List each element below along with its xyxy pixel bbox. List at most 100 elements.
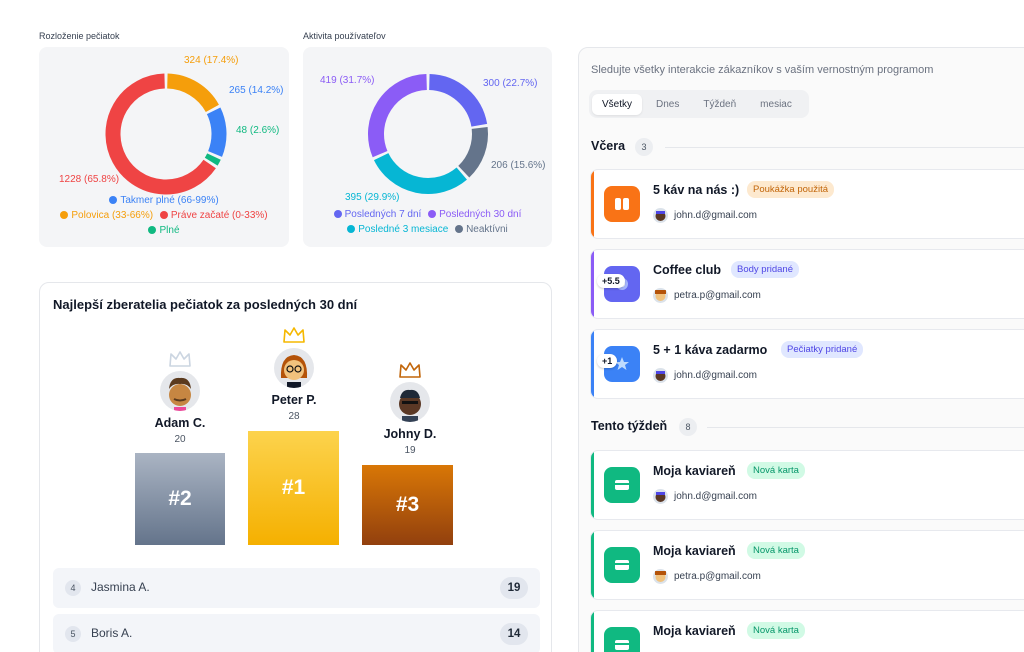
item-accent-bar — [591, 250, 594, 318]
podium-block-1: #1 — [248, 431, 339, 545]
points-badge: +5.5 — [597, 274, 625, 288]
user-activity-chart-card: 300 (22.7%) 419 (31.7%) 395 (29.9%) 206 … — [303, 47, 552, 247]
avatar-peter — [274, 348, 314, 388]
tab-all[interactable]: Všetky — [592, 93, 643, 115]
podium-name: Peter P. — [271, 393, 317, 407]
tab-week[interactable]: Týždeň — [703, 98, 737, 110]
status-badge: Nová karta — [747, 462, 805, 479]
ranking-row[interactable]: 5 Boris A. 14 — [53, 614, 540, 652]
top-collectors-title: Najlepší zberatelia pečiatok za posledný… — [53, 297, 358, 312]
podium-person-1: Peter P. 28 — [239, 393, 349, 422]
activity-item[interactable]: Moja kaviareň Nová karta petra.p@gmail.c… — [590, 530, 1024, 600]
top-collectors-card: Najlepší zberatelia pečiatok za posledný… — [39, 282, 552, 652]
item-title: 5 káv na nás :) — [653, 183, 740, 197]
ranking-points: 14 — [500, 623, 528, 645]
crown-silver-icon — [169, 351, 191, 367]
donut-slice-full[interactable] — [204, 153, 221, 166]
item-title: Moja kaviareň — [653, 464, 736, 478]
legend-item-near-full[interactable]: Takmer plné (66-99%) — [109, 195, 219, 206]
user-email: petra.p@gmail.com — [674, 571, 761, 582]
donut-slice-near-full[interactable] — [206, 107, 227, 157]
ranking-row[interactable]: 4 Jasmina A. 19 — [53, 568, 540, 608]
avatar — [653, 489, 668, 504]
legend-item-inactive[interactable]: Neaktívni — [455, 224, 508, 235]
podium-person-2: Adam C. 20 — [125, 416, 235, 445]
status-badge: Nová karta — [747, 622, 805, 639]
card-icon — [604, 547, 640, 583]
item-title: Moja kaviareň — [653, 544, 736, 558]
item-accent-bar — [591, 451, 594, 519]
slice-label-full: 48 (2.6%) — [236, 125, 279, 136]
podium-name: Adam C. — [154, 416, 206, 430]
item-user: petra.p@gmail.com — [653, 288, 761, 303]
avatar — [653, 368, 668, 383]
stamp-distribution-chart-card: 265 (14.2%) 324 (17.4%) 1228 (65.8%) 48 … — [39, 47, 289, 247]
slice-label-near-full: 265 (14.2%) — [229, 85, 283, 96]
section-yesterday-label: Včera — [591, 139, 626, 153]
legend-item-last-3-months[interactable]: Posledné 3 mesiace — [347, 224, 448, 235]
legend-item-half[interactable]: Polovica (33-66%) — [60, 210, 153, 221]
item-title: Moja kaviareň — [653, 624, 736, 638]
section-divider — [665, 147, 1024, 148]
avatar-adam — [160, 371, 200, 411]
tab-today[interactable]: Dnes — [656, 98, 680, 110]
status-badge: Pečiatky pridané — [781, 341, 864, 358]
podium-block-3: #3 — [362, 465, 453, 545]
podium-block-2: #2 — [135, 453, 225, 545]
section-divider — [707, 427, 1024, 428]
activity-item[interactable]: Moja kaviareň Nová karta john.d@gmail.co… — [590, 450, 1024, 520]
item-title: 5 + 1 káva zadarmo — [653, 343, 768, 357]
legend-item-last-7-days[interactable]: Posledných 7 dní — [333, 209, 421, 220]
slice-label-inactive: 206 (15.6%) — [491, 160, 545, 171]
podium-name: Johny D. — [383, 427, 437, 441]
item-accent-bar — [591, 531, 594, 599]
donut-slice-inactive[interactable] — [458, 127, 488, 178]
activity-item[interactable]: +5.5 Coffee club Body pridané petra.p@gm… — [590, 249, 1024, 319]
donut-slice-last-30-days[interactable] — [368, 74, 428, 158]
item-accent-bar — [591, 330, 594, 398]
slice-label-just-started: 1228 (65.8%) — [59, 174, 119, 185]
avatar — [653, 569, 668, 584]
section-this-week-label: Tento týždeň — [591, 419, 668, 433]
donut-slice-just-started[interactable] — [105, 73, 216, 195]
user-email: john.d@gmail.com — [674, 370, 757, 381]
legend-item-full[interactable]: Plné — [148, 225, 180, 236]
podium-score: 20 — [174, 434, 186, 445]
legend-item-last-30-days[interactable]: Posledných 30 dní — [428, 209, 521, 220]
user-email: john.d@gmail.com — [674, 491, 757, 502]
activity-panel: Sledujte všetky interakcie zákazníkov s … — [578, 47, 1024, 652]
slice-label-last-3-months: 395 (29.9%) — [345, 192, 399, 203]
activity-item[interactable]: Moja kaviareň Nová karta — [590, 610, 1024, 652]
item-title: Coffee club — [653, 263, 722, 277]
slice-label-last-7-days: 300 (22.7%) — [483, 78, 537, 89]
section-this-week-count: 8 — [679, 418, 697, 436]
slice-label-last-30-days: 419 (31.7%) — [320, 75, 374, 86]
avatar — [653, 288, 668, 303]
item-user: john.d@gmail.com — [653, 368, 757, 383]
item-accent-bar — [591, 170, 594, 238]
ranking-position: 4 — [65, 580, 81, 596]
card-icon — [604, 467, 640, 503]
tab-month[interactable]: mesiac — [760, 98, 792, 110]
activity-description: Sledujte všetky interakcie zákazníkov s … — [591, 64, 934, 76]
donut-slice-last-3-months[interactable] — [373, 152, 467, 194]
crown-bronze-icon — [399, 362, 421, 378]
avatar — [653, 208, 668, 223]
activity-item[interactable]: +1 5 + 1 káva zadarmo Pečiatky pridané j… — [590, 329, 1024, 399]
podium-score: 28 — [288, 411, 300, 422]
ranking-points: 19 — [500, 577, 528, 599]
stamp-distribution-donut: 265 (14.2%) 324 (17.4%) 1228 (65.8%) 48 … — [59, 55, 283, 195]
donut-slice-last-7-days[interactable] — [428, 74, 488, 127]
stamps-badge: +1 — [597, 354, 618, 368]
ranking-name: Boris A. — [91, 626, 133, 640]
chart-title-user-activity: Aktivita používateľov — [303, 31, 386, 41]
section-yesterday-count: 3 — [635, 138, 653, 156]
voucher-icon — [604, 186, 640, 222]
chart-title-stamp-distribution: Rozloženie pečiatok — [39, 31, 120, 41]
legend-item-just-started[interactable]: Práve začaté (0-33%) — [159, 210, 268, 221]
activity-item[interactable]: 5 káv na nás :) Poukážka použitá john.d@… — [590, 169, 1024, 239]
user-activity-donut: 300 (22.7%) 419 (31.7%) 395 (29.9%) 206 … — [320, 74, 545, 203]
item-accent-bar — [591, 611, 594, 652]
donut-slice-half[interactable] — [166, 73, 219, 113]
item-user: petra.p@gmail.com — [653, 569, 761, 584]
